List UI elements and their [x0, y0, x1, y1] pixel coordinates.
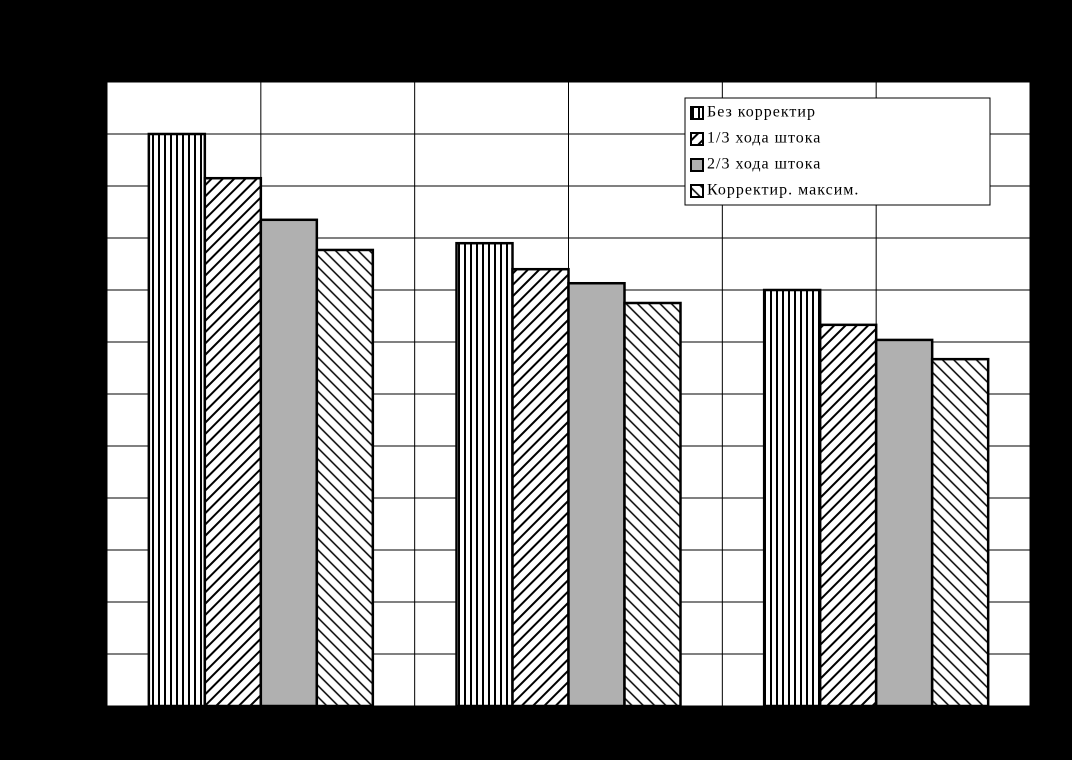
legend-label: 2/3 хода штока [707, 156, 821, 173]
legend-box [684, 97, 991, 206]
legend: Без корректир 1/3 хода штока 2/3 хода шток… [684, 97, 991, 206]
bar [567, 281, 626, 708]
bar [623, 301, 682, 708]
bar [818, 323, 878, 708]
legend-label: 1/3 хода штока [707, 130, 821, 147]
bar [315, 248, 375, 708]
bar [762, 288, 822, 708]
legend-label: Без корректир [707, 104, 816, 121]
bar [203, 176, 263, 708]
bar [511, 267, 570, 708]
bar [930, 357, 990, 708]
bar [259, 218, 319, 708]
bar [874, 338, 934, 708]
bar [455, 241, 514, 708]
legend-swatch [690, 132, 704, 146]
legend-label: Корректир. максим. [707, 182, 859, 199]
legend-swatch [690, 106, 704, 120]
bar [147, 132, 207, 708]
legend-swatch [690, 158, 704, 172]
legend-swatch [690, 184, 704, 198]
